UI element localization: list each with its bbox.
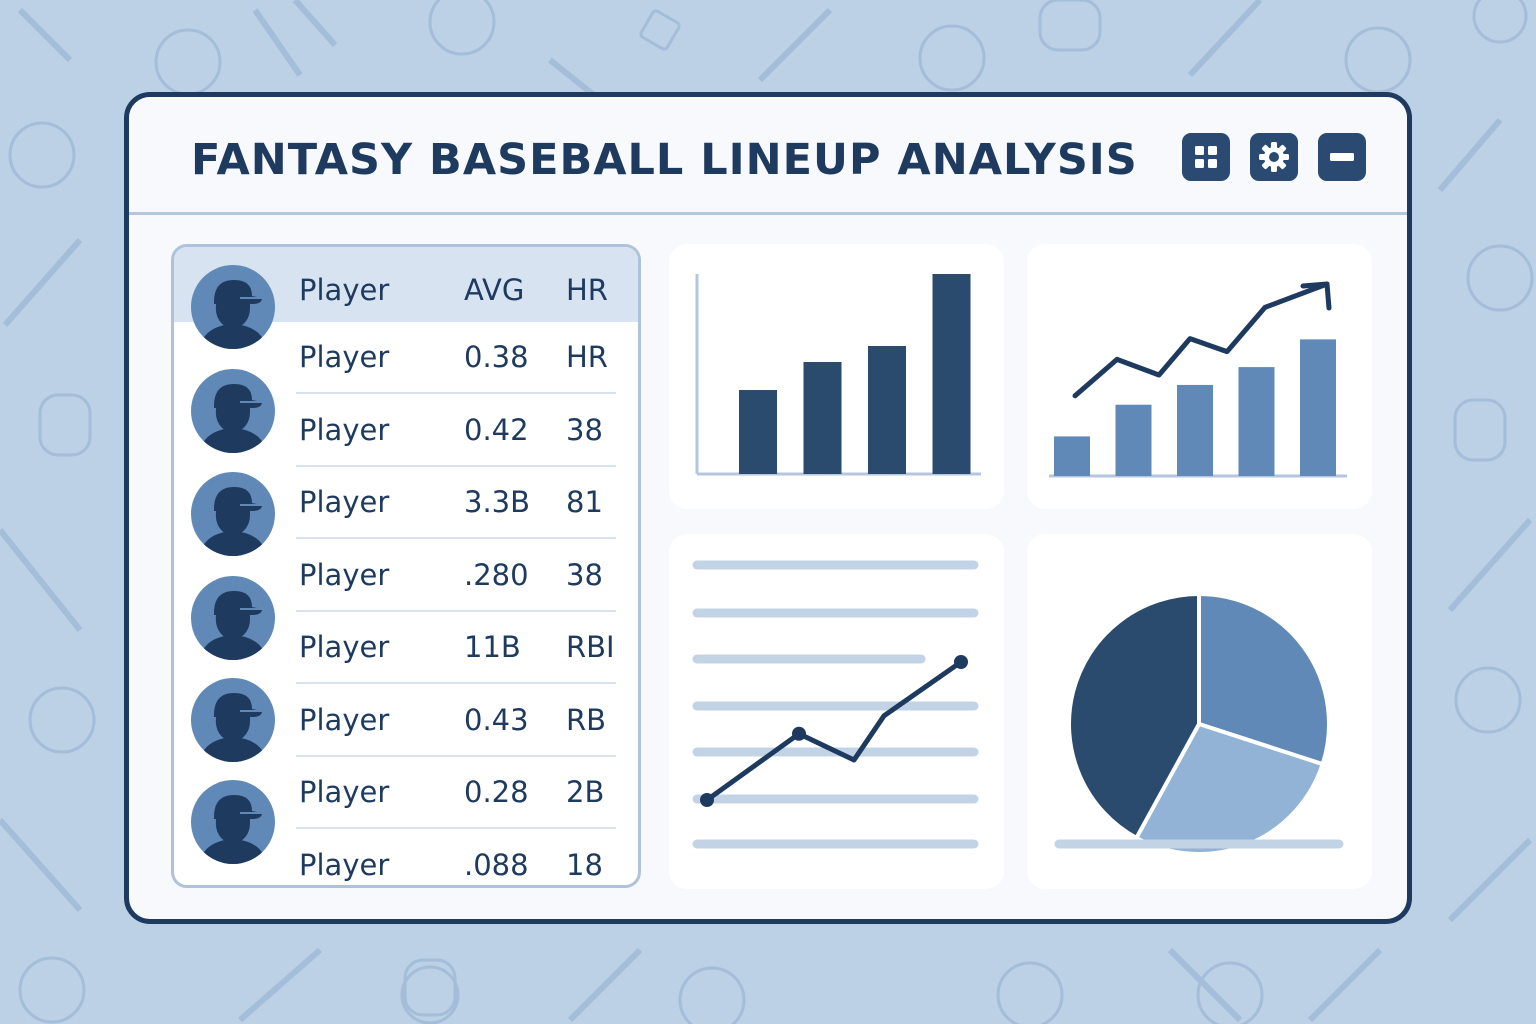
player-name: Player <box>299 485 390 519</box>
player-hr: 18 <box>566 847 603 882</box>
trend-line <box>1072 281 1330 399</box>
bar <box>932 274 971 474</box>
player-avg: 0.42 <box>464 412 529 447</box>
trend-bar-chart-card <box>1027 244 1372 509</box>
player-hr: RB <box>566 702 607 737</box>
gear-icon <box>1259 142 1289 172</box>
column-header[interactable]: AVG <box>464 273 525 307</box>
player-avatar-icon <box>191 369 275 453</box>
line-chart-card <box>669 534 1004 889</box>
player-name: Player <box>299 630 390 664</box>
row-divider <box>296 464 616 467</box>
pie-chart-card <box>1027 534 1372 889</box>
player-name: Player <box>299 775 390 809</box>
player-hr: 38 <box>566 412 603 447</box>
bar <box>1177 384 1213 476</box>
row-divider <box>296 827 616 829</box>
player-hr: 81 <box>566 485 603 519</box>
pie-slice <box>1067 591 1201 841</box>
bar <box>803 362 842 474</box>
bar <box>1054 436 1090 476</box>
player-avg: 11B <box>464 630 521 664</box>
player-avg: 0.38 <box>464 340 529 374</box>
player-avatar-icon <box>191 472 275 556</box>
data-point <box>792 726 806 741</box>
player-hr: RBI <box>566 630 615 664</box>
player-avg: 0.28 <box>464 775 529 809</box>
bar <box>1238 367 1275 476</box>
series-line <box>705 659 963 803</box>
player-roster-table: Player AVG HR Player 0.38 HR Player 0.42 38 Playe… <box>171 244 641 888</box>
column-header[interactable]: Player <box>299 273 390 307</box>
row-divider <box>296 754 616 757</box>
player-avg: .088 <box>464 847 529 882</box>
player-avatar-icon <box>191 576 275 660</box>
column-header[interactable]: HR <box>566 273 608 307</box>
player-avatar-icon <box>191 780 275 864</box>
player-avg: .280 <box>464 557 529 592</box>
grid-icon <box>1195 146 1217 168</box>
pie-slice <box>1197 591 1331 767</box>
app-window: FANTASY BASEBALL LINEUP ANALYSIS <box>124 92 1412 924</box>
bar <box>1300 339 1336 476</box>
player-avatar-icon <box>191 678 275 762</box>
player-avatar-icon <box>191 265 275 349</box>
data-point <box>700 793 714 807</box>
player-name: Player <box>299 340 390 374</box>
data-point <box>954 655 968 669</box>
minus-icon <box>1330 153 1354 161</box>
row-divider <box>296 537 616 539</box>
bar-chart-card <box>669 244 1004 509</box>
player-name: Player <box>299 847 390 882</box>
trend-bar-chart <box>1049 281 1347 478</box>
player-name: Player <box>299 702 390 737</box>
bar <box>868 346 906 474</box>
pie-chart <box>1054 591 1344 856</box>
row-divider <box>296 609 616 612</box>
player-name: Player <box>299 557 390 592</box>
trend-arrowhead <box>1300 281 1332 311</box>
settings-button[interactable] <box>1250 133 1298 181</box>
bar-chart <box>695 274 981 476</box>
player-hr: HR <box>566 340 608 374</box>
page-title: FANTASY BASEBALL LINEUP ANALYSIS <box>191 135 1138 185</box>
bar <box>739 390 777 474</box>
bar <box>1115 404 1152 476</box>
title-bar: FANTASY BASEBALL LINEUP ANALYSIS <box>129 97 1407 215</box>
player-hr: 38 <box>566 557 603 592</box>
grid-view-button[interactable] <box>1182 133 1230 181</box>
player-name: Player <box>299 412 390 447</box>
player-avg: 0.43 <box>464 702 529 737</box>
player-hr: 2B <box>566 775 605 809</box>
line-chart <box>692 560 979 849</box>
minimize-button[interactable] <box>1318 133 1366 181</box>
player-avg: 3.3B <box>464 485 531 519</box>
row-divider <box>296 682 616 684</box>
row-divider <box>296 392 616 394</box>
